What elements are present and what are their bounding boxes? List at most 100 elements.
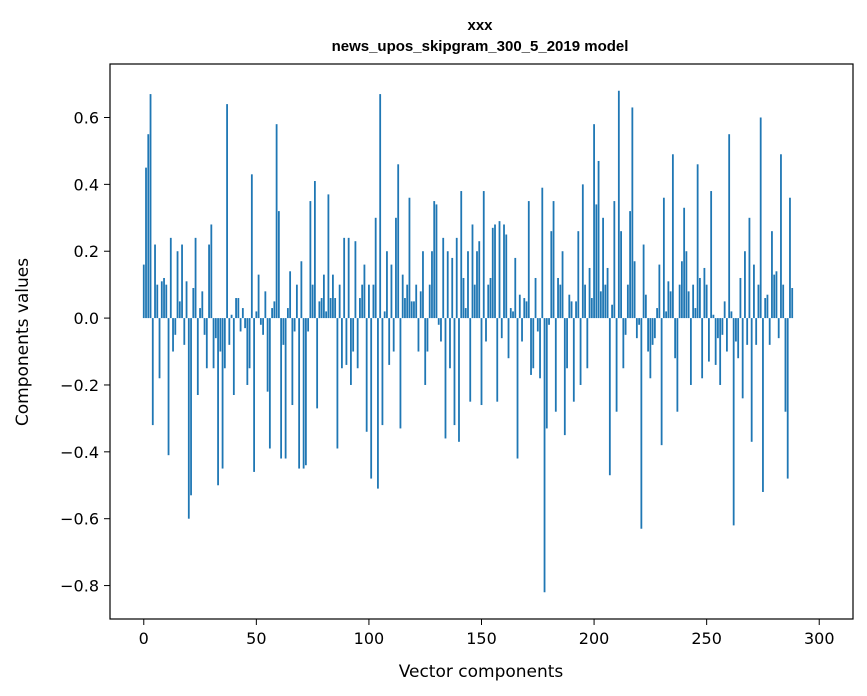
y-tick-label: 0.0 [74, 309, 99, 328]
bar [471, 224, 474, 319]
bar [354, 241, 357, 319]
bar [388, 318, 391, 365]
bar [642, 244, 645, 319]
bar [368, 284, 370, 319]
bar [739, 277, 742, 319]
bar [694, 308, 697, 319]
bar [703, 267, 706, 319]
bar [496, 318, 499, 402]
bar [541, 187, 544, 319]
x-tick-label: 250 [691, 629, 722, 648]
bar [689, 318, 692, 385]
bar [190, 318, 192, 496]
bar [374, 217, 377, 319]
bar [176, 251, 179, 319]
bar [280, 318, 283, 459]
bar [145, 167, 147, 319]
bar [656, 308, 659, 319]
bar [259, 318, 262, 325]
bar [266, 318, 269, 392]
bar [277, 211, 280, 319]
x-axis-label: Vector components [399, 662, 564, 682]
bar [482, 191, 485, 319]
bar [683, 207, 686, 319]
bar [318, 301, 321, 319]
bar [570, 301, 573, 319]
bar [611, 304, 613, 319]
bar [413, 301, 415, 319]
bar [201, 291, 204, 319]
bar [701, 318, 704, 379]
bar [356, 318, 359, 369]
bar [473, 284, 476, 319]
bar [235, 298, 237, 319]
bar [397, 164, 400, 319]
chart-subtitle: news_upos_skipgram_300_5_2019 model [332, 38, 629, 55]
bar [503, 224, 505, 319]
bar [595, 204, 598, 319]
bar [334, 298, 337, 319]
bar [572, 318, 575, 402]
bar [780, 154, 782, 319]
bar [476, 251, 478, 319]
bar [723, 301, 726, 319]
bar [257, 274, 260, 319]
bar [635, 318, 638, 339]
bar [604, 284, 607, 319]
bar [768, 318, 771, 345]
bar [383, 311, 386, 319]
bar [307, 318, 310, 332]
bar [268, 318, 271, 449]
bar [178, 301, 181, 319]
bar [347, 237, 350, 319]
bar [273, 301, 276, 319]
bar [338, 284, 341, 319]
bar [615, 318, 618, 412]
bar [419, 291, 422, 319]
bar [653, 318, 656, 339]
bar [726, 318, 728, 352]
bar [696, 164, 699, 319]
bar [532, 318, 535, 369]
bar [199, 308, 201, 319]
bar [685, 251, 688, 319]
bar [480, 318, 483, 406]
bar [248, 318, 251, 369]
x-tick-label: 200 [579, 629, 610, 648]
bar [221, 318, 224, 469]
bar [196, 318, 199, 395]
bar [649, 318, 652, 379]
bar [359, 298, 361, 319]
bar [514, 257, 517, 319]
x-tick-label: 100 [354, 629, 385, 648]
bar [575, 301, 577, 319]
x-tick-label: 50 [246, 629, 266, 648]
bar [464, 308, 467, 319]
bar [462, 277, 465, 319]
bar [737, 318, 740, 359]
bar [735, 318, 737, 342]
bar [237, 298, 240, 319]
bar [717, 318, 719, 339]
bar [437, 318, 440, 325]
bar [365, 318, 368, 432]
bar [516, 318, 519, 459]
bar [676, 318, 679, 412]
bar [298, 318, 301, 469]
bar [753, 264, 755, 319]
bar [332, 274, 334, 319]
bar [640, 318, 643, 529]
bar [581, 184, 584, 319]
bar [449, 318, 451, 369]
bar [732, 318, 735, 526]
bar [530, 318, 532, 375]
bar [489, 277, 492, 319]
bar [638, 318, 641, 325]
bar [622, 318, 625, 369]
bar [410, 301, 413, 319]
bar [712, 314, 715, 319]
bar [379, 94, 382, 319]
bar [597, 160, 600, 319]
bar [782, 284, 785, 319]
